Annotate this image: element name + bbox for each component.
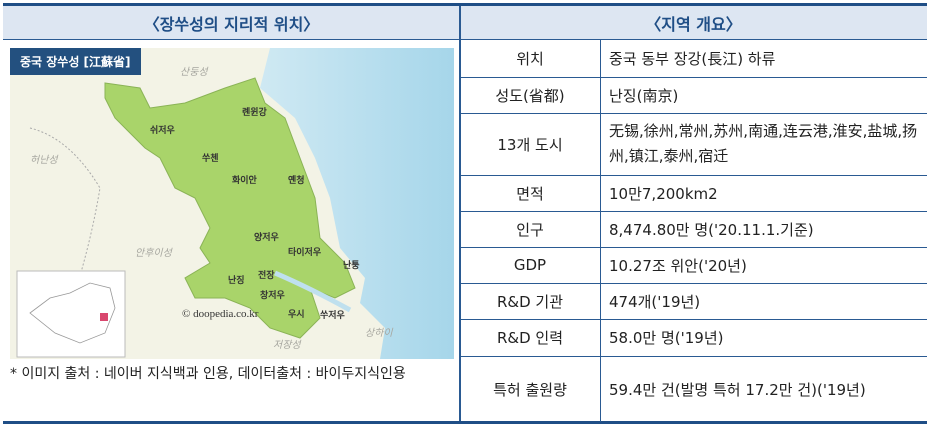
sea	[260, 48, 454, 359]
table-row: R&D 인력 58.0만 명('19년)	[460, 319, 927, 357]
city-label: 전장	[258, 269, 275, 281]
table-row: 성도(省都) 난징(南京)	[460, 77, 927, 114]
table-row: 특허 출원량 59.4만 건(발명 특허 17.2만 건)('19년)	[460, 356, 927, 422]
city-label: 쑤저우	[320, 309, 345, 321]
copyright-text: © doopedia.co.kr	[182, 308, 259, 320]
city-label: 옌청	[288, 174, 305, 186]
table-row: 인구 8,474.80만 명('20.11.1.기준)	[460, 211, 927, 248]
jiangsu-map: 산둥성 허난성 안후이성 저장성 상하이 쉬저우 롄윈강 쑤첸 화이안 옌청 양…	[10, 48, 454, 359]
region-label: 저장성	[273, 339, 302, 351]
region-overview-table: 위치 중국 동부 장강(長江) 하류 성도(省都) 난징(南京) 13개 도시 无锡,…	[460, 40, 927, 422]
table-row: 면적 10만7,200km2	[460, 175, 927, 212]
city-label: 롄윈강	[242, 106, 268, 118]
region-label: 안후이성	[135, 247, 174, 259]
region-label: 상하이	[365, 327, 393, 339]
city-label: 난징	[228, 274, 245, 286]
column-divider	[459, 6, 461, 421]
jiangsu-province	[104, 77, 356, 339]
table-row: 13개 도시 无锡,徐州,常州,苏州,南通,连云港,淮安,盐城,扬州,镇江,泰州,…	[460, 113, 927, 176]
jiangsu-highlight	[100, 313, 108, 321]
city-label: 창저우	[260, 289, 285, 301]
document-frame	[3, 3, 927, 424]
table-row: 위치 중국 동부 장강(長江) 하류	[460, 40, 927, 78]
city-label: 화이안	[232, 174, 258, 186]
city-label: 쉬저우	[150, 124, 175, 136]
table-row: GDP 10.27조 위안('20년)	[460, 247, 927, 284]
overview-section-title: 〈지역 개요〉	[460, 6, 927, 40]
city-label: 양저우	[254, 231, 279, 243]
city-label: 쑤첸	[202, 152, 219, 164]
city-label: 우시	[288, 309, 305, 320]
region-label: 산둥성	[180, 66, 209, 78]
city-label: 타이저우	[288, 246, 321, 258]
table-row: R&D 기관 474개('19년)	[460, 283, 927, 320]
region-label: 허난성	[30, 154, 59, 166]
source-caption: * 이미지 출처 : 네이버 지식백과 인용, 데이터출처 : 바이두지식인용	[10, 366, 406, 382]
map-section-title: 〈장쑤성의 지리적 위치〉	[3, 6, 460, 40]
map-tag: 중국 장쑤성 [江蘇省]	[10, 48, 141, 75]
city-label: 난퉁	[343, 259, 360, 271]
